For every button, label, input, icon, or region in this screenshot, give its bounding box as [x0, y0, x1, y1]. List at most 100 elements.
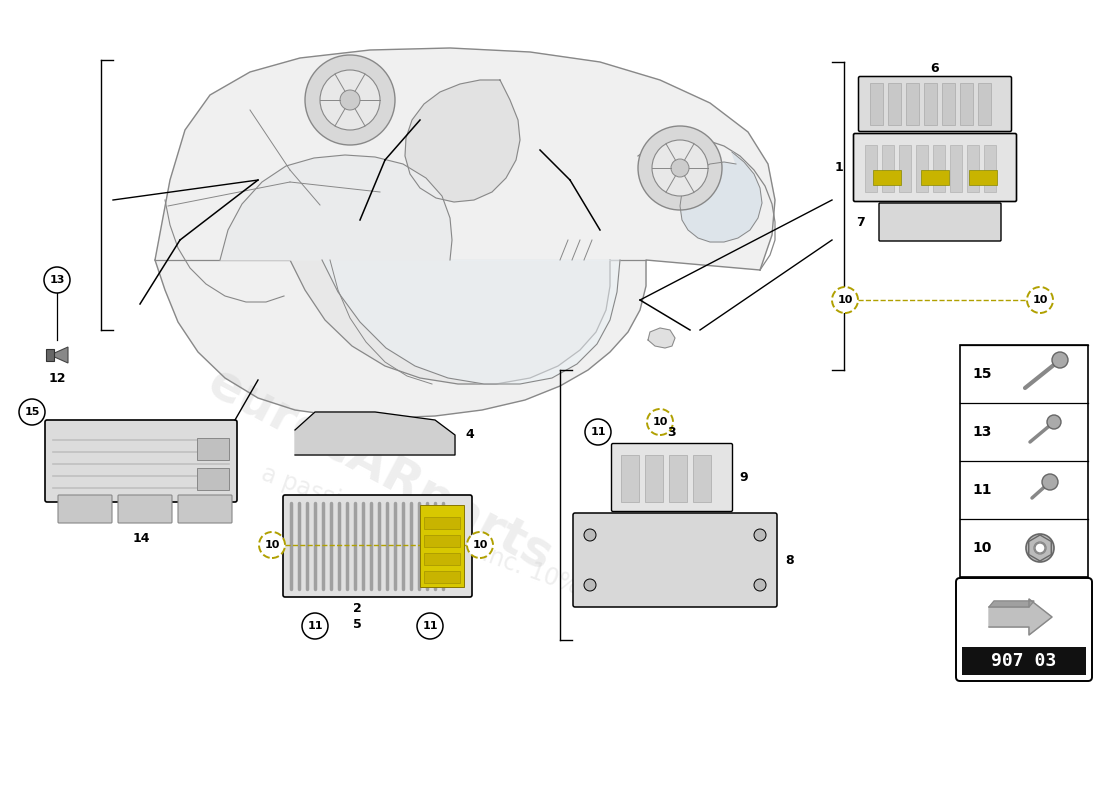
Bar	[921, 170, 949, 185]
Text: 6: 6	[931, 62, 939, 74]
Circle shape	[1042, 474, 1058, 490]
Polygon shape	[322, 260, 620, 384]
Text: 5: 5	[353, 618, 362, 631]
Text: 10: 10	[1032, 295, 1047, 305]
Polygon shape	[989, 599, 1052, 635]
Text: 10: 10	[472, 540, 487, 550]
Text: 11: 11	[972, 483, 991, 497]
Bar	[933, 145, 945, 192]
Text: 7: 7	[856, 215, 865, 229]
Text: 11: 11	[591, 427, 606, 437]
Circle shape	[638, 126, 722, 210]
Text: 14: 14	[132, 531, 150, 545]
Bar	[621, 455, 639, 502]
Bar	[888, 83, 901, 125]
Polygon shape	[50, 347, 68, 363]
Polygon shape	[1028, 535, 1052, 561]
Bar	[424, 571, 460, 583]
Bar	[960, 83, 974, 125]
Polygon shape	[155, 48, 776, 418]
Circle shape	[320, 70, 379, 130]
Bar	[960, 345, 1088, 577]
Text: 10: 10	[837, 295, 852, 305]
Circle shape	[584, 529, 596, 541]
Bar	[950, 145, 962, 192]
Bar	[978, 83, 991, 125]
Text: 4: 4	[465, 427, 474, 441]
Bar	[46, 349, 54, 361]
Polygon shape	[680, 152, 762, 242]
FancyBboxPatch shape	[956, 578, 1092, 681]
Circle shape	[417, 613, 443, 639]
Circle shape	[584, 579, 596, 591]
Bar	[197, 468, 229, 490]
Circle shape	[19, 399, 45, 425]
Text: 13: 13	[972, 425, 991, 439]
Bar	[865, 145, 877, 192]
Text: a passion for parts, inc. 10%: a passion for parts, inc. 10%	[257, 461, 582, 599]
FancyBboxPatch shape	[283, 495, 472, 597]
Circle shape	[585, 419, 611, 445]
Bar	[916, 145, 928, 192]
Polygon shape	[295, 412, 455, 455]
FancyBboxPatch shape	[858, 77, 1012, 131]
Text: 1: 1	[834, 161, 843, 174]
Circle shape	[1052, 352, 1068, 368]
Text: 15: 15	[972, 367, 991, 381]
Polygon shape	[290, 260, 610, 384]
Text: 10: 10	[972, 541, 991, 555]
Text: eurocARparts: eurocARparts	[199, 358, 561, 582]
Bar	[969, 170, 997, 185]
Text: 13: 13	[50, 275, 65, 285]
Circle shape	[1027, 287, 1053, 313]
Bar	[424, 553, 460, 565]
Circle shape	[1026, 534, 1054, 562]
Text: 15: 15	[24, 407, 40, 417]
Text: 11: 11	[422, 621, 438, 631]
FancyBboxPatch shape	[612, 443, 733, 511]
Text: 3: 3	[668, 426, 676, 439]
Bar	[924, 83, 937, 125]
FancyBboxPatch shape	[118, 495, 172, 523]
Circle shape	[647, 409, 673, 435]
Polygon shape	[989, 601, 1034, 607]
Bar	[645, 455, 663, 502]
Bar	[424, 517, 460, 529]
FancyBboxPatch shape	[45, 420, 236, 502]
Circle shape	[1034, 542, 1046, 554]
Circle shape	[1047, 415, 1062, 429]
Polygon shape	[405, 80, 520, 202]
Bar	[197, 438, 229, 460]
Bar	[693, 455, 711, 502]
Bar	[424, 535, 460, 547]
Bar	[984, 145, 996, 192]
Bar	[420, 505, 464, 587]
Polygon shape	[648, 328, 675, 348]
Bar	[870, 83, 883, 125]
Text: 10: 10	[264, 540, 279, 550]
Circle shape	[305, 55, 395, 145]
Bar	[942, 83, 955, 125]
Text: 11: 11	[307, 621, 322, 631]
FancyBboxPatch shape	[573, 513, 777, 607]
Circle shape	[832, 287, 858, 313]
Polygon shape	[220, 155, 452, 260]
Circle shape	[302, 613, 328, 639]
Circle shape	[754, 529, 766, 541]
FancyBboxPatch shape	[854, 134, 1016, 202]
Circle shape	[671, 159, 689, 177]
Bar	[962, 647, 1086, 675]
Circle shape	[754, 579, 766, 591]
Bar	[967, 145, 979, 192]
Bar	[873, 170, 901, 185]
Text: 12: 12	[48, 371, 66, 385]
Text: 10: 10	[652, 417, 668, 427]
Text: 2: 2	[353, 602, 362, 615]
Text: 907 03: 907 03	[991, 652, 1057, 670]
FancyBboxPatch shape	[178, 495, 232, 523]
Bar	[906, 83, 918, 125]
Circle shape	[652, 140, 708, 196]
Bar	[882, 145, 894, 192]
Text: 8: 8	[785, 554, 793, 566]
Circle shape	[258, 532, 285, 558]
